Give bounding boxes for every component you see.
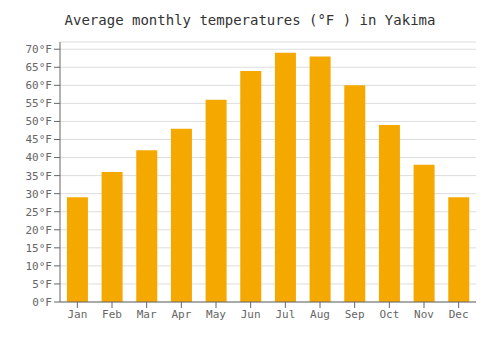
svg-text:Jun: Jun — [241, 308, 261, 321]
svg-text:70°F: 70°F — [26, 43, 53, 56]
svg-text:20°F: 20°F — [26, 224, 53, 237]
svg-text:55°F: 55°F — [26, 97, 53, 110]
svg-text:Feb: Feb — [102, 308, 122, 321]
svg-text:65°F: 65°F — [26, 61, 53, 74]
svg-text:25°F: 25°F — [26, 206, 53, 219]
svg-text:5°F: 5°F — [32, 278, 52, 291]
svg-text:Oct: Oct — [379, 308, 399, 321]
svg-text:May: May — [206, 308, 226, 321]
svg-text:60°F: 60°F — [26, 79, 53, 92]
svg-text:10°F: 10°F — [26, 260, 53, 273]
svg-text:Dec: Dec — [449, 308, 469, 321]
svg-text:Mar: Mar — [137, 308, 157, 321]
html-text:Average monthly temperatures (: Average monthly temperatures (°F ) in Ya… — [64, 12, 436, 28]
svg-text:30°F: 30°F — [26, 188, 53, 201]
svg-text:35°F: 35°F — [26, 170, 53, 183]
svg-text:40°F: 40°F — [26, 151, 53, 164]
svg-text:Nov: Nov — [414, 308, 434, 321]
svg-text:15°F: 15°F — [26, 242, 53, 255]
svg-text:Apr: Apr — [171, 308, 191, 321]
svg-text:Sep: Sep — [345, 308, 365, 321]
svg-text:Jul: Jul — [275, 308, 295, 321]
svg-text:0°F: 0°F — [32, 296, 52, 309]
svg-text:45°F: 45°F — [26, 133, 53, 146]
svg-text:Jan: Jan — [67, 308, 87, 321]
svg-text:Aug: Aug — [310, 308, 330, 321]
svg-text:50°F: 50°F — [26, 115, 53, 128]
